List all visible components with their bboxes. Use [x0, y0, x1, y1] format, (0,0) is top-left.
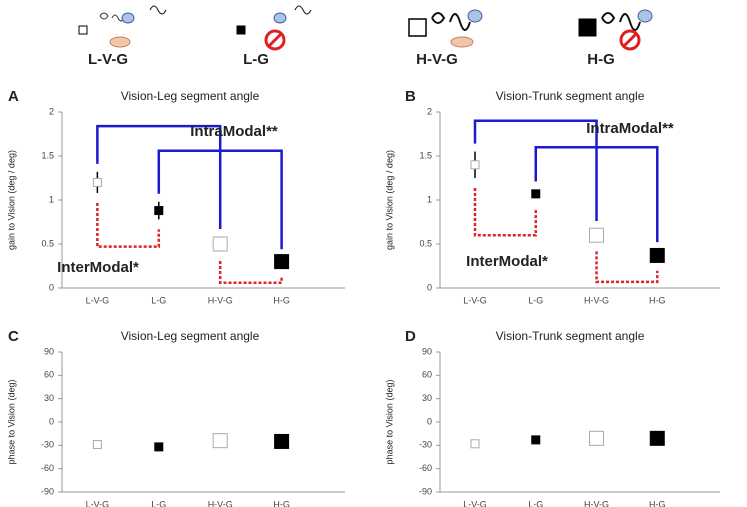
annotation: IntraModal** — [586, 120, 674, 137]
marker — [212, 236, 228, 252]
y-tick-label: 0.5 — [419, 238, 432, 248]
y-tick-label: -60 — [41, 463, 54, 473]
marker — [92, 177, 102, 187]
chart-title: Vision-Leg segment angle — [121, 329, 260, 343]
marker — [274, 254, 290, 270]
y-tick-label: 2 — [49, 106, 54, 116]
annotation: InterModal* — [466, 253, 548, 270]
marker — [589, 227, 605, 243]
marker — [154, 442, 164, 452]
y-tick-label: 0 — [49, 282, 54, 292]
bracket — [473, 119, 598, 222]
y-tick-label: 60 — [422, 370, 432, 380]
bracket — [218, 261, 283, 284]
bracket — [96, 202, 161, 248]
marker — [92, 440, 102, 450]
panel-label: A — [8, 88, 19, 105]
annotation: IntraModal** — [190, 123, 278, 140]
x-tick-label: L-V-G — [86, 295, 110, 305]
x-tick-label: L-V-G — [463, 499, 487, 507]
y-axis-label: gain to Vision (deg / deg) — [6, 150, 16, 250]
x-tick-label: H-V-G — [584, 499, 609, 507]
x-tick-label: L-V-G — [86, 499, 110, 507]
bracket — [473, 188, 538, 237]
annotation: InterModal* — [57, 259, 139, 276]
y-tick-label: 60 — [44, 370, 54, 380]
marker — [589, 430, 605, 446]
x-tick-label: L-V-G — [463, 295, 487, 305]
y-tick-label: -30 — [41, 440, 54, 450]
marker — [154, 206, 164, 216]
chart-title: Vision-Leg segment angle — [121, 89, 260, 103]
panel-label: C — [8, 328, 19, 345]
x-tick-label: L-G — [151, 295, 166, 305]
marker — [531, 435, 541, 445]
x-tick-label: L-G — [528, 499, 543, 507]
header-label: H-V-G — [416, 51, 458, 68]
y-tick-label: 0.5 — [41, 238, 54, 248]
header-label: H-G — [587, 51, 615, 68]
y-axis-label: gain to Vision (deg / deg) — [384, 150, 394, 250]
panel-label: B — [405, 88, 416, 105]
y-tick-label: -30 — [419, 440, 432, 450]
y-tick-label: 2 — [427, 106, 432, 116]
header-label: L-V-G — [88, 51, 128, 68]
y-tick-label: -60 — [419, 463, 432, 473]
x-tick-label: H-G — [649, 499, 666, 507]
x-tick-label: L-G — [528, 295, 543, 305]
marker — [470, 439, 480, 449]
x-tick-label: H-V-G — [584, 295, 609, 305]
y-tick-label: 90 — [44, 346, 54, 356]
x-tick-label: H-V-G — [208, 295, 233, 305]
chart-title: Vision-Trunk segment angle — [496, 89, 645, 103]
header-icons — [78, 5, 653, 51]
marker — [212, 433, 228, 449]
marker — [531, 189, 541, 199]
x-tick-label: H-G — [273, 295, 290, 305]
x-tick-label: H-V-G — [208, 499, 233, 507]
y-tick-label: 0 — [427, 416, 432, 426]
marker — [649, 247, 665, 263]
y-tick-label: 30 — [44, 393, 54, 403]
y-tick-label: -90 — [419, 486, 432, 496]
y-tick-label: 30 — [422, 393, 432, 403]
y-tick-label: 0 — [49, 416, 54, 426]
bracket — [96, 124, 222, 229]
header-label: L-G — [243, 51, 269, 68]
chart-title: Vision-Trunk segment angle — [496, 329, 645, 343]
x-tick-label: H-G — [273, 499, 290, 507]
marker — [470, 160, 480, 170]
y-tick-label: -90 — [41, 486, 54, 496]
x-tick-label: H-G — [649, 295, 666, 305]
bracket — [157, 149, 283, 250]
panel-label: D — [405, 328, 416, 345]
y-tick-label: 1.5 — [41, 150, 54, 160]
y-tick-label: 90 — [422, 346, 432, 356]
y-tick-label: 1 — [49, 194, 54, 204]
y-tick-label: 0 — [427, 282, 432, 292]
y-tick-label: 1.5 — [419, 150, 432, 160]
bracket — [534, 145, 659, 243]
marker — [649, 430, 665, 446]
bracket — [595, 251, 659, 284]
x-tick-label: L-G — [151, 499, 166, 507]
y-tick-label: 1 — [427, 194, 432, 204]
y-axis-label: phase to Vision (deg) — [6, 380, 16, 465]
marker — [274, 433, 290, 449]
y-axis-label: phase to Vision (deg) — [384, 380, 394, 465]
